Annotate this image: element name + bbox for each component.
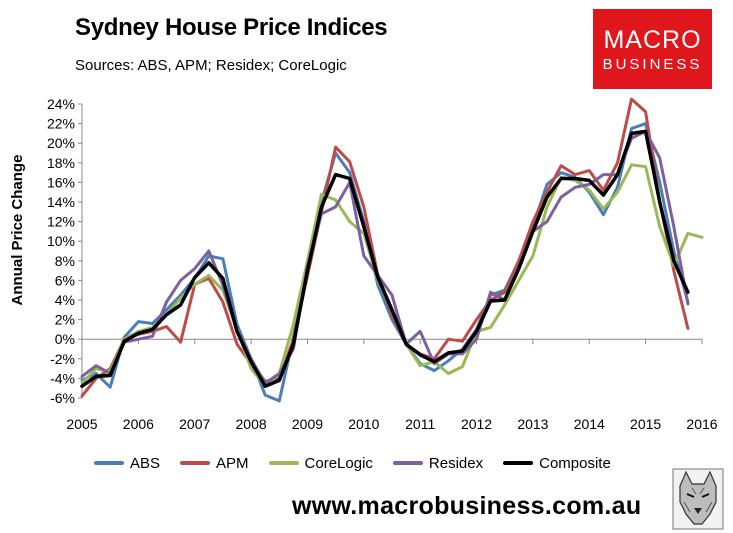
x-tick-label: 2007	[179, 416, 210, 432]
x-tick-label: 2015	[630, 416, 661, 432]
logo-line-2: BUSINESS	[602, 56, 703, 73]
y-tick-label: 24%	[47, 96, 75, 112]
logo-line-1: MACRO	[603, 26, 702, 54]
legend-label: Composite	[539, 454, 611, 472]
legend-swatch	[503, 461, 534, 465]
y-tick-label: 2%	[55, 312, 75, 328]
x-tick-label: 2014	[574, 416, 605, 432]
legend-item-residex: Residex	[392, 454, 484, 472]
legend-item-corelogic: CoreLogic	[268, 454, 373, 472]
y-tick-label: -6%	[50, 390, 75, 406]
series-lines	[80, 97, 704, 403]
y-tick-label: 12%	[47, 214, 75, 230]
wolf-mascot-icon	[672, 468, 724, 530]
series-line-composite	[80, 129, 690, 388]
y-tick-label: 18%	[47, 155, 75, 171]
series-line-corelogic	[80, 163, 704, 388]
legend-item-composite: Composite	[503, 455, 611, 472]
page-title: Sydney House Price Indices	[75, 14, 388, 41]
legend-item-apm: APM	[180, 455, 249, 472]
series-line-abs	[80, 122, 690, 403]
y-tick-label: 22%	[47, 116, 75, 132]
y-tick-label: -2%	[50, 351, 75, 367]
y-tick-label: 4%	[55, 292, 75, 308]
legend-label: APM	[216, 454, 249, 472]
legend-label: CoreLogic	[304, 454, 373, 472]
series-line-residex	[80, 129, 690, 385]
x-axis: 2005 2006 2007 2008 2009 2010 2011 2012 2013 2014…	[66, 338, 718, 432]
y-tick-label: 0%	[55, 331, 75, 347]
chart-legend: ABS APM CoreLogic Residex Composite	[94, 453, 631, 473]
x-tick-label: 2005	[66, 416, 97, 432]
x-tick-label: 2012	[461, 416, 492, 432]
y-tick-label: 10%	[47, 233, 75, 249]
legend-swatch	[94, 461, 124, 465]
y-tick-label: 8%	[55, 253, 75, 269]
x-tick-label: 2008	[236, 416, 267, 432]
x-tick-label: 2013	[517, 416, 548, 432]
y-tick-label: 16%	[47, 174, 75, 190]
y-tick-label: 14%	[47, 194, 75, 210]
chart-subtitle: Sources: ABS, APM; Residex; CoreLogic	[75, 57, 347, 74]
macrobusiness-logo: MACRO BUSINESS	[593, 9, 712, 89]
x-tick-label: 2010	[348, 416, 379, 432]
x-tick-label: 2011	[405, 416, 435, 432]
legend-swatch	[392, 461, 423, 465]
y-tick-label: 20%	[47, 135, 75, 151]
legend-label: ABS	[130, 454, 161, 472]
legend-swatch	[268, 461, 299, 465]
y-axis: -6% -4% -2% 0% 2% 4% 6% 8% 10% 12% 14% 16% 18% 20% 22%…	[47, 96, 83, 406]
y-tick-label: 6%	[55, 272, 75, 288]
legend-swatch	[180, 461, 211, 465]
x-tick-label: 2006	[123, 416, 154, 432]
legend-label: Residex	[428, 454, 484, 472]
website-url[interactable]: www.macrobusiness.com.au	[292, 492, 642, 520]
x-tick-label: 2009	[292, 416, 323, 432]
y-tick-label: -4%	[50, 370, 75, 386]
x-tick-label: 2016	[686, 416, 717, 432]
legend-item-abs: ABS	[94, 455, 160, 472]
y-axis-label: Annual Price Change	[9, 155, 26, 306]
series-line-apm	[80, 97, 690, 398]
